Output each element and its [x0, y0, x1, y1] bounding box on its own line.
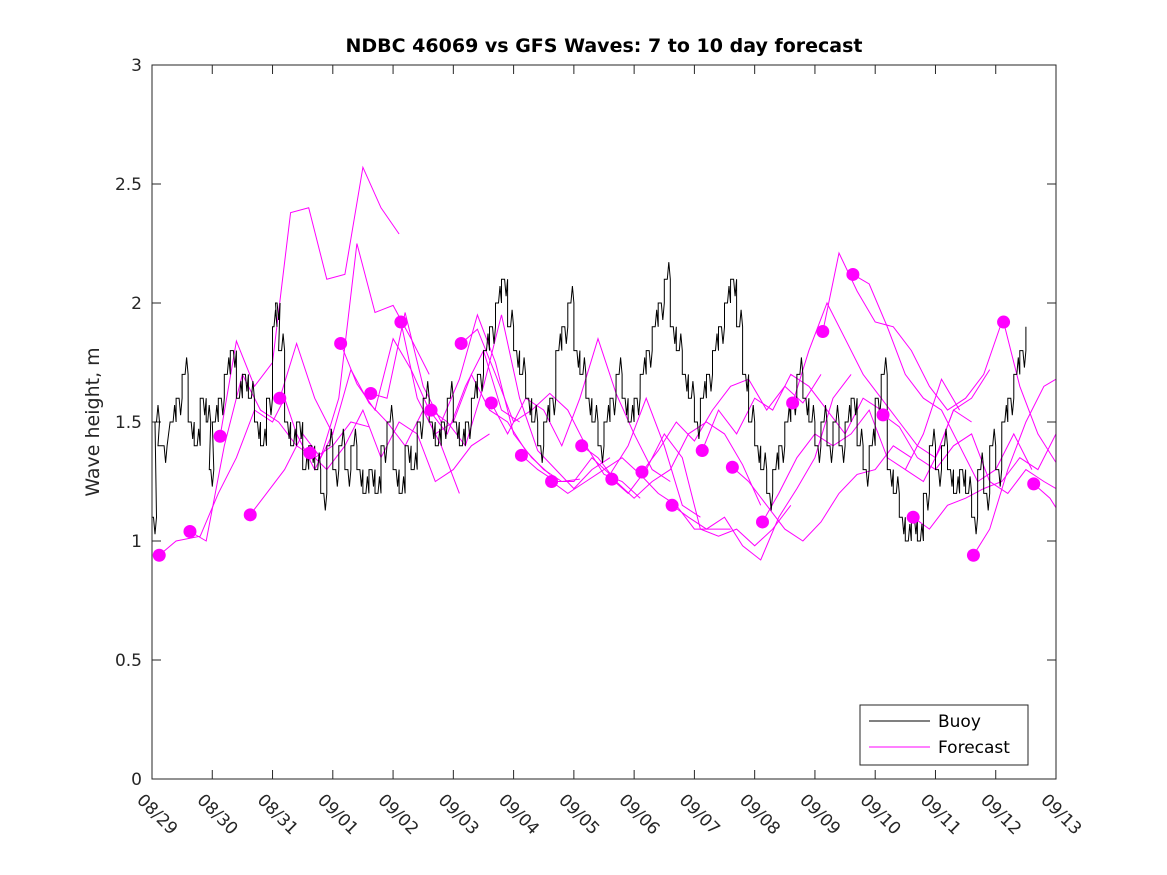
forecast-marker	[966, 548, 980, 562]
forecast-line	[1003, 321, 1056, 463]
forecast-marker	[213, 429, 227, 443]
y-tick-label: 1.5	[115, 413, 142, 433]
forecast-marker	[454, 336, 468, 350]
forecast-line	[732, 445, 912, 542]
forecast-marker	[575, 439, 589, 453]
forecast-marker	[484, 396, 498, 410]
forecast-line	[641, 374, 822, 473]
forecast-marker	[846, 267, 860, 281]
forecast-marker	[605, 472, 619, 486]
forecast-marker	[725, 460, 739, 474]
y-axis-label: Wave height, m	[82, 347, 104, 496]
plot-frame	[151, 64, 1057, 780]
y-tick-label: 2	[131, 294, 142, 314]
forecast-marker	[906, 510, 920, 524]
y-tick-label: 0.5	[115, 651, 142, 671]
forecast-marker	[1027, 477, 1041, 491]
forecast-marker	[334, 336, 348, 350]
forecast-marker	[364, 386, 378, 400]
forecast-marker	[695, 444, 709, 458]
forecast-marker	[816, 325, 830, 339]
legend: Buoy Forecast	[859, 704, 1029, 766]
forecast-marker	[545, 475, 559, 488]
forecast-markers	[152, 267, 1041, 562]
forecast-line	[904, 377, 961, 470]
forecast-line	[1033, 483, 1056, 508]
y-tick-label: 1	[131, 532, 142, 552]
forecast-marker	[997, 315, 1011, 329]
forecast-marker	[273, 391, 287, 405]
forecast-line	[219, 165, 400, 437]
forecast-marker	[876, 408, 890, 422]
forecast-line	[189, 372, 370, 542]
forecast-line	[762, 409, 942, 523]
forecast-line	[972, 378, 1056, 556]
forecast-line	[935, 369, 991, 458]
forecast-marker	[665, 498, 679, 512]
forecast-marker	[183, 524, 197, 538]
y-axis-ticks: 0 0.5 1 1.5 2 2.5 3	[115, 56, 1056, 790]
forecast-marker	[514, 448, 528, 462]
forecast-marker	[756, 515, 770, 529]
forecast-marker	[243, 508, 257, 522]
legend-box	[859, 704, 1029, 766]
forecast-marker	[424, 403, 438, 417]
forecast-marker	[152, 548, 166, 562]
forecast-marker	[303, 446, 317, 460]
forecast-line	[490, 337, 671, 482]
y-tick-label: 2.5	[115, 175, 142, 195]
forecast-marker	[786, 396, 800, 410]
forecast-lines	[158, 165, 1056, 561]
forecast-marker	[635, 465, 649, 479]
chart-title: NDBC 46069 vs GFS Waves: 7 to 10 day for…	[345, 35, 862, 57]
y-tick-label: 0	[131, 770, 142, 790]
legend-label-buoy: Buoy	[938, 712, 981, 732]
y-tick-label: 3	[131, 56, 142, 76]
forecast-marker	[394, 315, 408, 329]
forecast-line	[882, 414, 1056, 495]
legend-label-forecast: Forecast	[938, 738, 1010, 758]
